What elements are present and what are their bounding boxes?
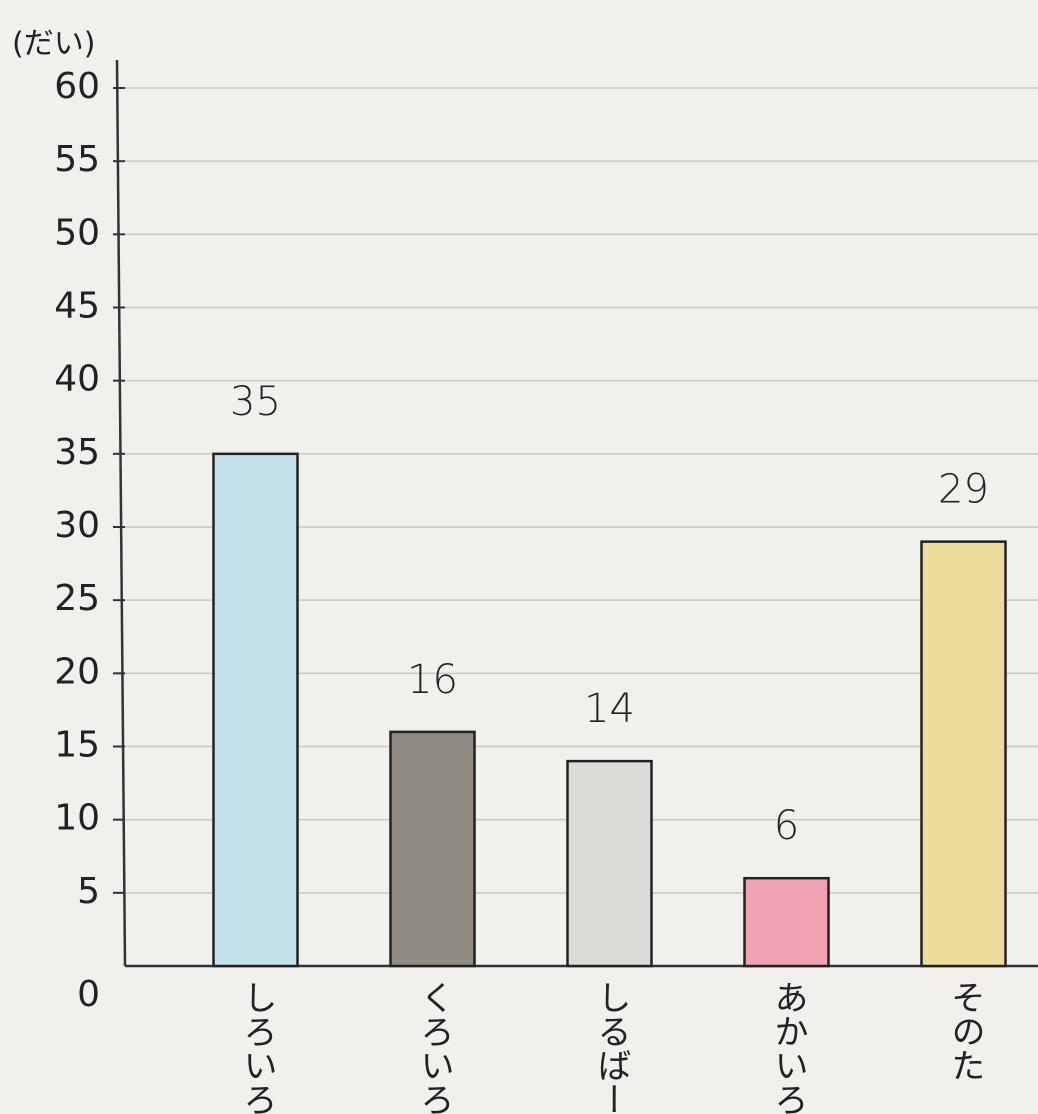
y-tick-label: 15: [54, 725, 100, 766]
y-tick-label: 10: [54, 798, 100, 839]
value-label: 16: [407, 657, 458, 703]
y-tick-label: 40: [54, 359, 100, 400]
bar: [743, 876, 830, 968]
y-tick-label: 0: [77, 974, 100, 1015]
value-label: 35: [230, 379, 281, 425]
x-tick-label: しるばー: [591, 980, 631, 1114]
y-tick-label: 45: [54, 286, 100, 327]
x-tick-label: あかいろ: [768, 980, 808, 1114]
value-label: 29: [938, 467, 989, 513]
y-tick-label: 50: [54, 212, 100, 253]
y-axis-label: (だい): [12, 27, 95, 62]
bar: [212, 452, 299, 968]
y-tick-label: 25: [54, 578, 100, 619]
y-tick-label: 60: [54, 66, 100, 107]
value-label: 6: [774, 803, 799, 849]
y-tick-label: 55: [54, 139, 100, 180]
y-tick-label: 35: [54, 432, 100, 473]
y-tick-label: 5: [77, 871, 100, 912]
bar: [389, 730, 476, 968]
x-tick-label: しろいろ: [237, 980, 277, 1114]
x-tick-label: くろいろ: [414, 980, 454, 1114]
bar: [920, 540, 1007, 968]
y-tick-label: 30: [54, 505, 100, 546]
y-tick-label: 20: [54, 651, 100, 692]
bar: [566, 759, 653, 968]
value-label: 14: [584, 686, 635, 732]
y-axis: [115, 59, 127, 967]
x-tick-label: そのた: [945, 980, 985, 1082]
